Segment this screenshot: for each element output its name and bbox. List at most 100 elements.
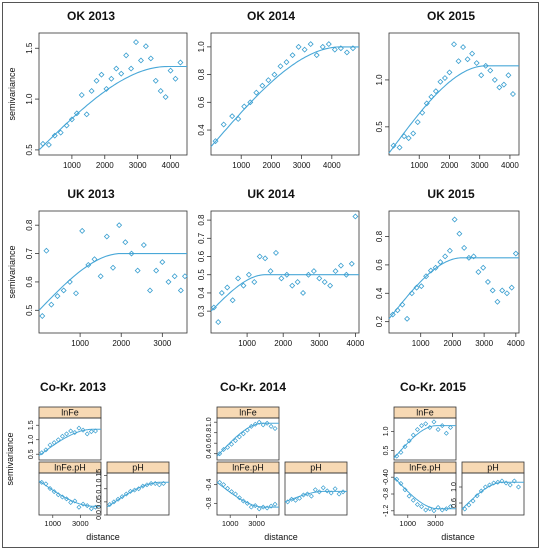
data-point <box>293 497 299 503</box>
plot-frame <box>38 210 188 334</box>
data-point <box>499 478 505 484</box>
x-tick-label: 1000 <box>232 161 250 170</box>
data-point <box>73 110 80 117</box>
data-point <box>262 255 269 262</box>
chart-title: UK 2015 <box>427 187 475 201</box>
x-tick-label: 3000 <box>153 339 171 348</box>
data-point <box>507 482 513 488</box>
data-point <box>324 488 330 494</box>
data-point <box>512 250 519 257</box>
data-point <box>439 507 445 513</box>
data-point <box>432 88 439 95</box>
facet-lnFe: lnFe 0.40.60.81.0 <box>206 406 280 461</box>
y-axis-label: semivariance <box>7 245 17 298</box>
facet-pH: pH 0.00.050.10.15 <box>96 461 170 520</box>
data-point <box>43 247 50 254</box>
data-point <box>73 290 79 297</box>
data-point <box>116 222 123 229</box>
data-point <box>343 49 350 56</box>
data-point <box>39 140 46 147</box>
data-point <box>39 313 46 319</box>
data-point <box>289 52 296 59</box>
data-point <box>92 428 98 434</box>
data-point <box>232 491 238 497</box>
data-point <box>64 496 70 502</box>
data-point <box>295 43 302 50</box>
data-point <box>119 494 125 500</box>
x-tick-label: 3000 <box>129 161 147 170</box>
chart-panel-2: OK 2014 1000 2000 3000 4000 0.4 0.6 0.8 1.0 <box>197 9 360 170</box>
data-point <box>484 278 491 285</box>
data-point <box>349 45 356 52</box>
data-point <box>352 213 359 220</box>
data-point <box>272 426 278 431</box>
plot-frame <box>38 32 188 156</box>
data-point <box>133 39 139 46</box>
data-point <box>140 242 147 249</box>
data-point <box>241 103 248 110</box>
data-point <box>47 486 53 492</box>
plot-frame <box>106 472 170 516</box>
data-point <box>328 490 334 496</box>
data-point <box>325 41 332 48</box>
data-point <box>147 55 154 62</box>
data-point <box>265 77 272 84</box>
y-tick-label: 1.0 <box>383 426 390 436</box>
facet-strip-label: lnFe.pH <box>54 463 86 473</box>
data-point <box>221 482 227 488</box>
y-tick-label: 0.7 <box>197 232 206 244</box>
data-point <box>60 287 67 294</box>
data-point <box>307 41 314 48</box>
data-point <box>331 46 338 53</box>
data-point <box>68 500 74 506</box>
data-point <box>72 429 78 435</box>
data-point <box>39 479 45 485</box>
data-point <box>336 491 342 497</box>
cokriging-panel-3: Co-Kr. 2015 lnFe 0.5 1.0 lnFe.pH -1.2 -0.8 -0.4… <box>383 380 525 542</box>
data-point <box>462 506 468 512</box>
data-point <box>55 492 61 498</box>
data-point <box>256 253 263 260</box>
data-point <box>394 307 401 314</box>
data-point <box>300 289 307 296</box>
data-point <box>251 279 258 285</box>
data-point <box>475 269 482 275</box>
y-tick-label: 0.5 <box>197 269 206 281</box>
x-axis-label: distance <box>441 532 475 542</box>
data-point <box>51 132 58 139</box>
x-tick-label: 4000 <box>507 339 525 348</box>
data-point <box>39 450 45 456</box>
data-point <box>218 289 225 296</box>
data-point <box>43 481 49 487</box>
plot-frame <box>216 417 280 461</box>
x-tick-label: 1000 <box>71 339 89 348</box>
data-point <box>244 500 250 506</box>
data-point <box>128 65 135 72</box>
data-point <box>319 43 326 50</box>
cokriging-panel-2: Co-Kr. 2014 lnFe 0.40.60.81.0 lnFe.pH -0.8 -0… <box>206 380 348 542</box>
data-point <box>177 287 184 294</box>
data-point <box>277 63 284 70</box>
data-point <box>495 479 501 485</box>
data-point <box>236 434 242 440</box>
y-tick-label: 0.4 <box>206 449 213 459</box>
y-tick-label: 0.6 <box>197 250 206 262</box>
data-point <box>301 46 308 53</box>
y-tick-label: 0.15 <box>96 469 103 483</box>
data-point <box>394 476 400 482</box>
plot-frame <box>210 210 360 334</box>
x-tick-label: 3000 <box>427 519 444 528</box>
chart-title: UK 2013 <box>67 187 115 201</box>
data-point <box>396 144 403 151</box>
data-point <box>273 249 279 256</box>
data-point <box>59 433 65 439</box>
data-point <box>252 503 258 509</box>
data-point <box>144 482 150 488</box>
y-tick-label: 0.8 <box>197 68 206 80</box>
data-point <box>260 422 266 428</box>
data-point <box>264 420 270 426</box>
x-tick-label: 4000 <box>346 339 364 348</box>
chart-title: OK 2014 <box>247 9 295 23</box>
data-point <box>461 244 468 251</box>
data-point <box>79 227 86 234</box>
